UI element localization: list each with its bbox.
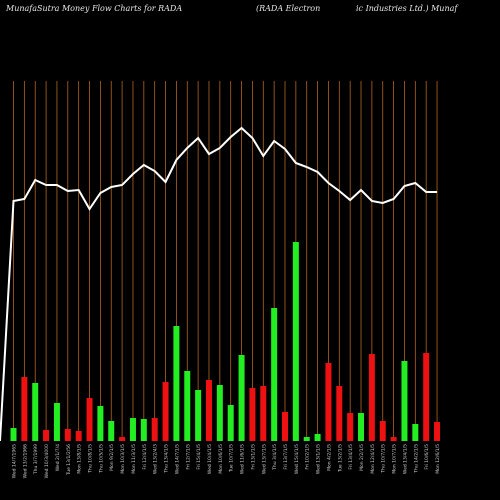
x-tick-label: Fri 10/2/1/5 <box>305 444 311 470</box>
x-tick-label: Mon 2/2/1/5 <box>359 444 365 471</box>
x-tick-label: Thu 10/7/1/5 <box>381 444 387 474</box>
bar <box>358 413 365 441</box>
x-tick-label: Tue 13/2/1/5 <box>337 444 343 473</box>
bar <box>412 424 419 441</box>
x-tick-label: Mon 4/2/1/5 <box>326 444 332 471</box>
bar <box>86 398 93 441</box>
x-tick-label: Mon 9/2/1/5 <box>109 444 115 471</box>
bar <box>216 385 223 441</box>
bar <box>108 421 115 441</box>
x-tick-label: Wed 13/7/1/5 <box>261 444 267 474</box>
label-layer: Wed 14/7/1965 Wed 13/2/1966 Thu 3/7/1999 We… <box>12 444 442 478</box>
x-tick-label: Wed 10/3/4000 <box>44 444 50 478</box>
bar <box>64 429 71 441</box>
x-tick-label: Mon 12/4/1/5 <box>370 444 376 474</box>
chart-header-right: ic Industries Ltd.) Munaf <box>356 4 458 13</box>
x-tick-label: Fri 13/7/1/5 <box>283 444 289 470</box>
bar <box>271 308 278 441</box>
x-tick-label: Wed 14/7/1/5 <box>174 444 180 474</box>
bar <box>292 242 299 441</box>
x-tick-label: Mon 11/3/1/5 <box>131 444 137 474</box>
bar <box>390 437 397 441</box>
bar <box>140 419 147 441</box>
x-tick-label: Wed 14/7/1965 <box>12 444 18 478</box>
bar <box>195 390 202 441</box>
bar <box>173 326 180 441</box>
bar <box>32 383 39 441</box>
bar <box>303 437 310 441</box>
x-tick-label: Mon 13/8/1/5 <box>77 444 83 474</box>
x-tick-label: Thu 10/8/1/5 <box>88 444 94 474</box>
money-flow-line <box>0 126 438 442</box>
bar <box>401 361 408 441</box>
x-tick-label: Tue 10/7/1/5 <box>229 444 235 473</box>
bar <box>336 386 343 441</box>
x-tick-label: Thu 14/2/1/5 <box>413 444 419 474</box>
bar <box>53 403 60 441</box>
x-tick-label: Mon 10/3/1/5 <box>120 444 126 474</box>
x-tick-label: Thu 3/4/1/5 <box>272 444 278 471</box>
x-tick-label: Fri 12/7/1/5 <box>185 444 191 470</box>
bar-layer <box>10 242 441 441</box>
bar <box>434 422 441 441</box>
x-tick-label: Wed 13/2/4/3 <box>153 444 159 474</box>
x-tick-label: Wed 15/4/1/5 <box>294 444 300 474</box>
bar <box>379 421 386 441</box>
bar <box>282 412 288 441</box>
bar <box>314 434 321 441</box>
x-tick-label: Wed 2/1/7/4 <box>55 444 61 471</box>
bar <box>97 406 104 441</box>
bar <box>260 386 267 441</box>
x-tick-label: Wed 10/4/1/5 <box>207 444 213 474</box>
x-tick-label: Tue 13/1/2/56 <box>66 444 72 476</box>
x-tick-label: Wed 13/1/1/5 <box>316 444 322 474</box>
x-tick-label: Fri 12/4/1/5 <box>142 444 148 470</box>
bar <box>184 371 191 441</box>
bar <box>119 437 126 441</box>
bar <box>325 363 332 441</box>
chart-header-left: MunafaSutra Money Flow Charts for RADA <box>6 4 183 13</box>
x-tick-label: Mon 10/7/1/5 <box>392 444 398 474</box>
x-tick-label: Fri 15/4/1/5 <box>196 444 202 470</box>
x-tick-label: Thu 10/5/1/5 <box>98 444 104 474</box>
x-tick-label: Wed 13/4/1/5 <box>402 444 408 474</box>
x-tick-label: Thu 13/4/1/5 <box>164 444 170 474</box>
bar <box>347 413 354 441</box>
bar <box>75 431 82 441</box>
x-tick-label: Fri 13/1/1/5 <box>250 444 256 470</box>
bar <box>43 430 50 441</box>
bar <box>21 377 28 441</box>
bar <box>129 418 136 441</box>
bar <box>205 380 212 441</box>
bar <box>10 428 17 441</box>
x-tick-label: Wed 11/6/1/5 <box>240 444 246 474</box>
x-tick-label: Mon 10/6/1/5 <box>218 444 224 474</box>
bar <box>162 382 169 441</box>
line-layer <box>0 126 438 442</box>
x-tick-label: Mon 12/6/1/5 <box>435 444 441 474</box>
x-tick-label: Fri 10/6/1/5 <box>424 444 430 470</box>
x-tick-label: Fri 13/4/1/5 <box>348 444 354 470</box>
bar <box>238 355 245 441</box>
bar <box>151 418 158 441</box>
bar <box>368 354 375 441</box>
x-tick-label: Thu 3/7/1999 <box>33 444 39 475</box>
bar <box>249 388 256 441</box>
bar <box>423 353 430 441</box>
x-tick-label: Wed 13/2/1966 <box>22 444 28 478</box>
chart-header-mid: (RADA Electron <box>256 4 321 13</box>
bar <box>227 405 234 441</box>
